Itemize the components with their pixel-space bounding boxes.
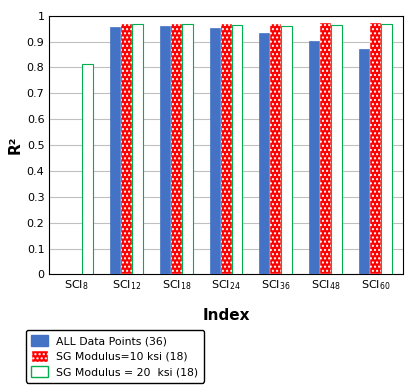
Y-axis label: R²: R² [7,136,23,154]
Bar [381,24,392,274]
Bar [231,25,242,274]
Bar [281,26,292,274]
Text: Index: Index [202,308,250,323]
Bar [160,26,171,274]
Bar [132,24,143,274]
Bar [110,27,121,274]
Bar [182,24,193,274]
Bar [82,64,93,274]
Bar [320,24,331,274]
Bar [210,27,221,274]
Bar [171,24,182,274]
Bar [221,24,231,274]
Legend: ALL Data Points (36), SG Modulus=10 ksi (18), SG Modulus = 20  ksi (18): ALL Data Points (36), SG Modulus=10 ksi … [26,330,204,383]
Bar [270,24,281,274]
Bar [121,24,132,274]
Bar [259,33,270,274]
Bar [309,41,320,274]
Bar [331,25,342,274]
Bar [370,24,381,274]
Bar [359,49,370,274]
